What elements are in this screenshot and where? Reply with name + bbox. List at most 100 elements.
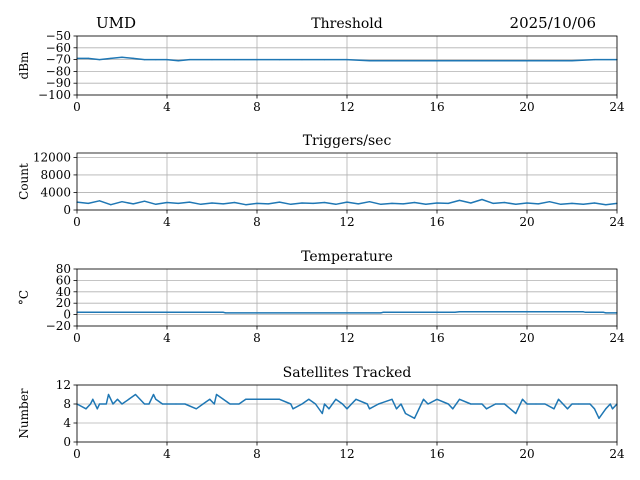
data-point: [323, 59, 326, 61]
x-tick-label: 4: [163, 215, 171, 229]
y-tick-label: 0: [63, 308, 71, 322]
data-point: [224, 312, 227, 314]
x-tick-label: 8: [253, 215, 261, 229]
data-point: [89, 403, 92, 405]
x-tick-label: 8: [253, 447, 261, 461]
data-point: [346, 201, 348, 203]
x-tick-label: 20: [519, 215, 534, 229]
y-tick-label: 0: [63, 203, 71, 217]
x-tick-label: 8: [253, 331, 261, 345]
data-point: [470, 403, 472, 405]
data-point: [132, 203, 134, 205]
data-point: [402, 203, 404, 205]
data-point: [116, 398, 119, 400]
data-point: [143, 403, 146, 405]
data-point: [436, 202, 438, 204]
data-point: [98, 403, 101, 405]
data-point: [335, 398, 337, 400]
data-point: [548, 60, 551, 62]
data-point: [357, 203, 359, 205]
data-point: [98, 200, 101, 202]
data-point: [278, 59, 281, 61]
data-point: [290, 403, 292, 405]
x-tick-label: 16: [429, 447, 444, 461]
y-tick-label: −70: [46, 53, 71, 67]
panel-1: 0 4 8 12 16 20 24 −100−90−80−70−60−50 Threshold d…: [17, 16, 625, 114]
data-point: [503, 60, 506, 62]
data-point: [211, 59, 213, 61]
data-point: [422, 398, 425, 400]
x-tick-label: 24: [609, 331, 625, 345]
data-point: [209, 398, 211, 400]
data-point: [427, 403, 429, 405]
data-point: [155, 203, 157, 205]
data-point: [368, 408, 371, 410]
data-point: [213, 403, 215, 405]
data-point: [382, 311, 384, 313]
panel-title: Threshold: [311, 16, 382, 32]
data-point: [278, 201, 281, 203]
data-point: [537, 203, 539, 205]
data-point: [229, 403, 231, 405]
x-tick-label: 4: [163, 447, 171, 461]
data-point: [425, 203, 427, 205]
data-point: [470, 202, 472, 204]
data-point: [245, 398, 247, 400]
data-point: [222, 398, 224, 400]
data-point: [593, 408, 596, 410]
data-point: [166, 403, 168, 405]
data-point: [148, 403, 150, 405]
data-point: [256, 202, 258, 204]
data-point: [553, 408, 555, 410]
panel-2: 0 4 8 12 16 20 24 0 4000 8000 12000 Triggers/sec Cou…: [17, 133, 625, 229]
data-point: [321, 412, 323, 415]
data-point: [143, 59, 146, 61]
data-point: [143, 200, 146, 202]
data-point: [161, 403, 164, 405]
data-point: [391, 60, 393, 62]
data-point: [436, 398, 438, 400]
x-tick-label: 20: [519, 100, 534, 114]
data-point: [593, 202, 596, 204]
y-axis-label: °C: [17, 290, 31, 305]
y-tick-label: 8000: [40, 168, 71, 182]
data-point: [605, 408, 607, 410]
data-point: [341, 403, 344, 405]
data-point: [413, 417, 416, 419]
data-point: [177, 60, 179, 62]
data-point: [418, 408, 420, 410]
data-point: [85, 408, 87, 410]
y-axis-label: dBm: [17, 51, 31, 80]
panel-title: Temperature: [301, 249, 393, 265]
data-point: [452, 408, 454, 410]
data-point: [454, 311, 456, 313]
data-point: [391, 398, 393, 400]
x-tick-label: 20: [519, 331, 534, 345]
data-point: [128, 398, 130, 400]
data-point: [92, 398, 94, 400]
data-point: [215, 393, 218, 396]
data-point: [278, 398, 281, 400]
y-tick-label: −80: [46, 64, 71, 78]
data-point: [400, 403, 402, 405]
data-point: [562, 403, 564, 405]
y-tick-label: 60: [56, 273, 71, 287]
data-point: [503, 201, 506, 204]
y-tick-label: 80: [56, 262, 71, 276]
data-point: [447, 403, 449, 405]
data-point: [521, 398, 524, 400]
data-point: [605, 312, 607, 314]
data-point: [560, 203, 562, 205]
y-tick-label: −50: [46, 29, 71, 43]
data-point: [256, 59, 258, 61]
data-point: [267, 203, 269, 205]
data-point: [335, 203, 337, 205]
data-point: [526, 403, 528, 405]
data-point: [526, 202, 528, 204]
data-point: [222, 203, 224, 205]
y-tick-label: −20: [46, 319, 71, 333]
y-tick-label: −60: [46, 41, 71, 55]
data-point: [494, 403, 497, 405]
